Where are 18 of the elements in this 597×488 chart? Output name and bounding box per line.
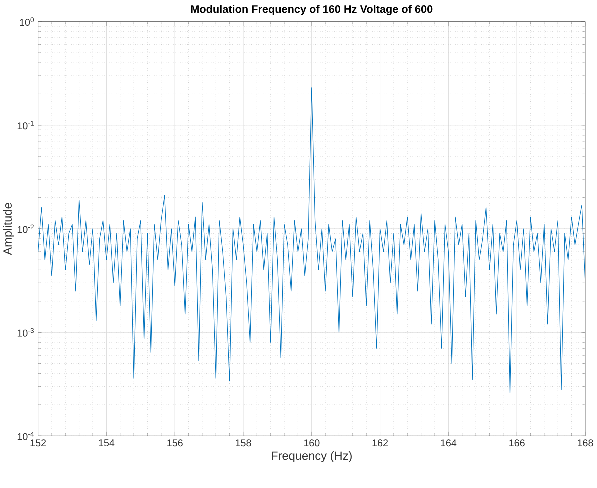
y-tick-label: 10$^{-2}$: [18, 224, 34, 234]
line-series: [38, 88, 586, 394]
x-tick-label: 168: [578, 440, 594, 447]
y-tick-label: 10$^{-3}$: [18, 328, 34, 337]
x-tick-label: 162: [372, 440, 388, 447]
y-axis-title: Amplitude: [3, 203, 14, 256]
y-tick-label: 10$^{-4}$: [18, 432, 34, 441]
x-tick-label: 154: [99, 440, 115, 447]
x-tick-label: 158: [236, 440, 252, 447]
y-tick-label: 10$^{-1}$: [18, 121, 34, 130]
x-tick-label: 156: [168, 440, 183, 447]
y-tick-label: 10$^{0}$: [20, 18, 34, 26]
x-axis-title: Frequency (Hz): [272, 452, 352, 463]
chart-title: Modulation Frequency of 160 Hz Voltage of 600: [191, 5, 433, 16]
x-tick-label: 160: [304, 440, 320, 447]
x-tick-label: 166: [510, 440, 525, 447]
x-tick-label: 152: [30, 440, 46, 447]
x-tick-label: 164: [441, 440, 457, 447]
